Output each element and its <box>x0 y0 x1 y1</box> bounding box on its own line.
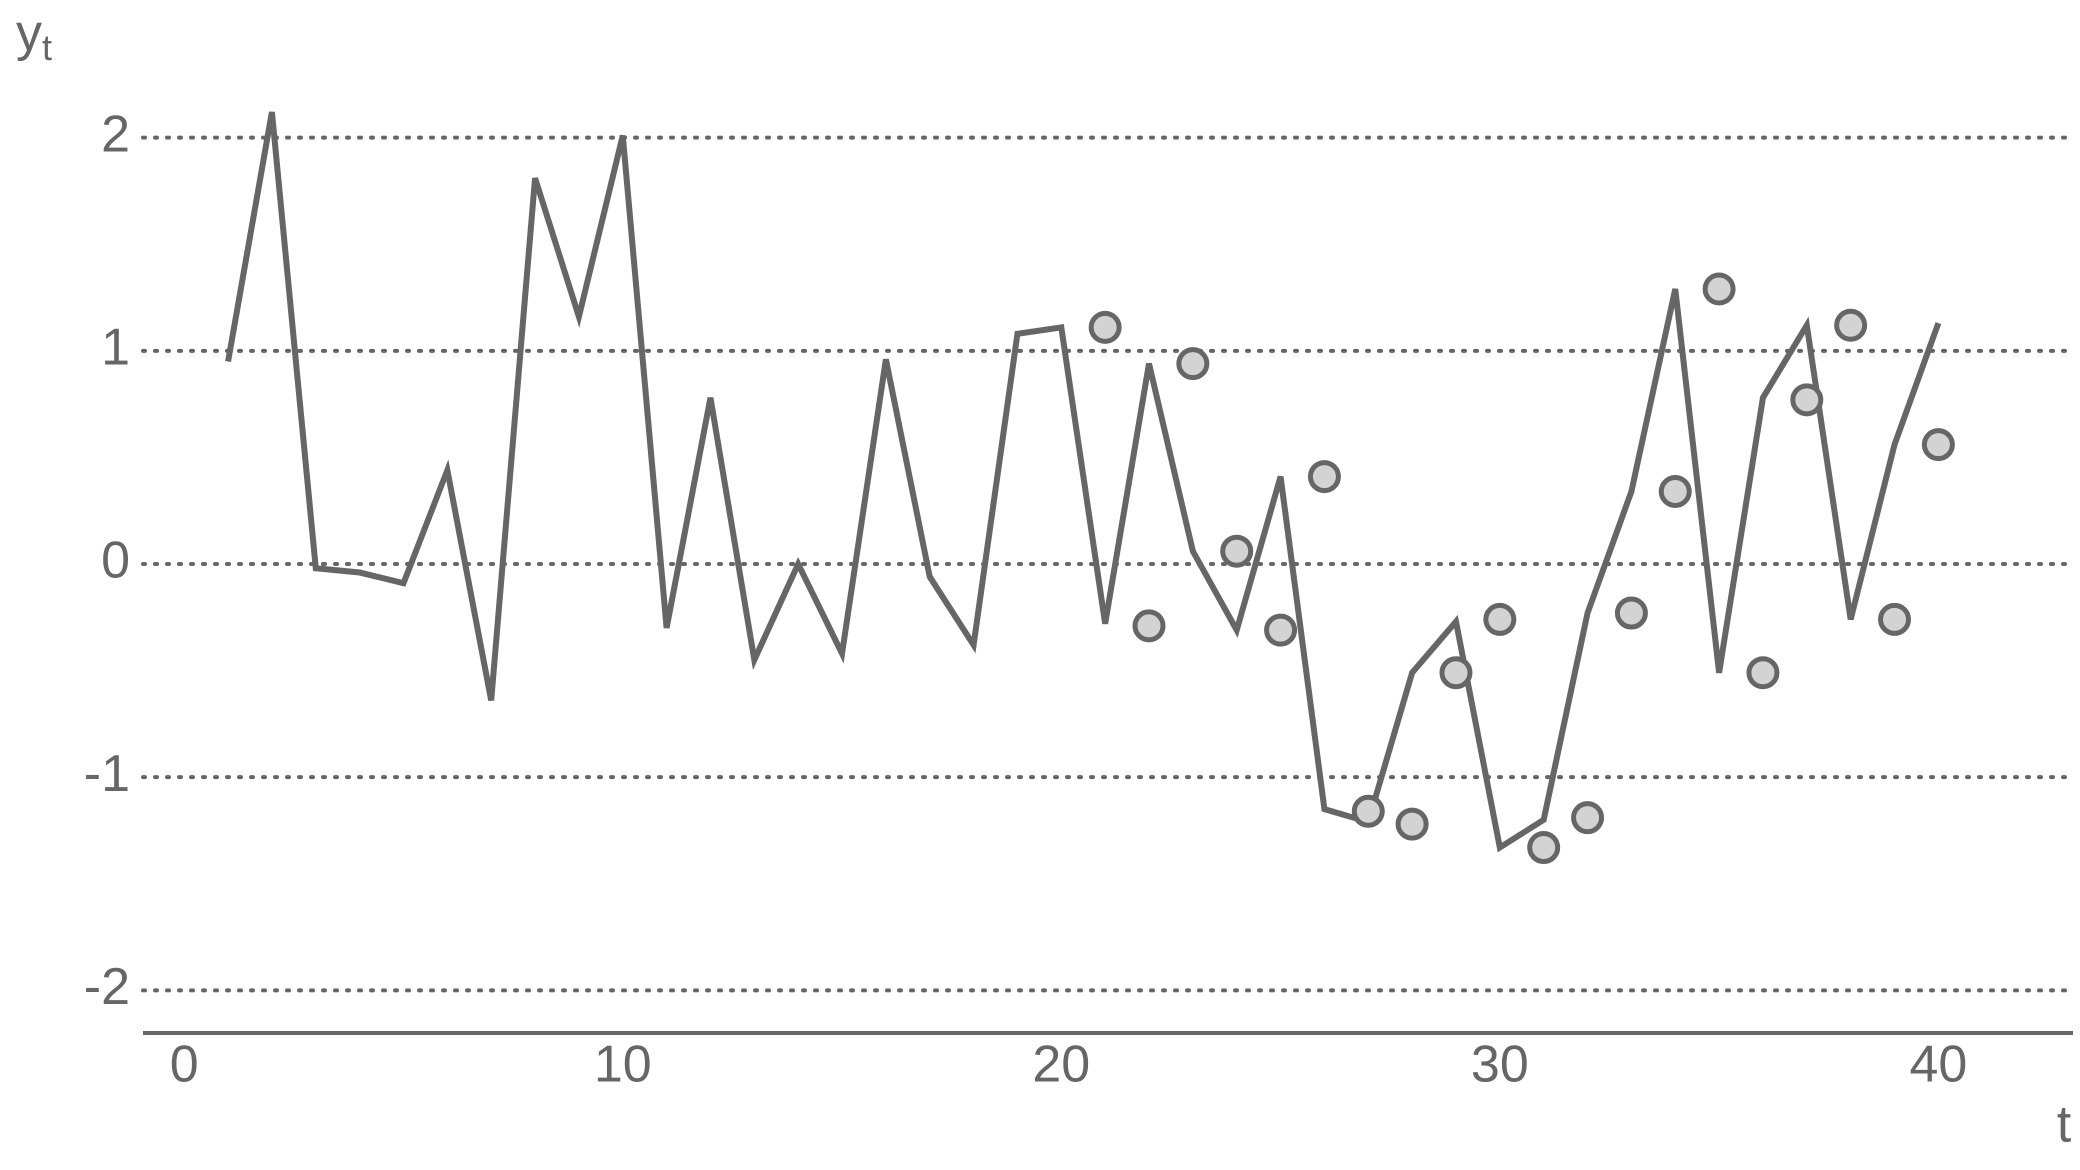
data-point <box>1746 656 1780 690</box>
x-tick-label: 10 <box>594 1036 652 1094</box>
data-point <box>1658 475 1692 509</box>
x-tick-label: 40 <box>1909 1036 1967 1094</box>
data-point <box>1132 609 1166 643</box>
data-point <box>1176 347 1210 381</box>
data-point <box>1483 602 1517 636</box>
data-point <box>1395 807 1429 841</box>
x-axis-label: t <box>2057 1096 2072 1154</box>
data-point <box>1790 383 1824 417</box>
y-tick-label: 0 <box>101 532 130 590</box>
data-point <box>1614 596 1648 630</box>
y-tick-label: -1 <box>84 745 130 803</box>
y-tick-label: 2 <box>101 105 130 163</box>
data-point <box>1878 602 1912 636</box>
x-tick-label: 20 <box>1032 1036 1090 1094</box>
data-point <box>1264 613 1298 647</box>
data-point <box>1439 656 1473 690</box>
data-point <box>1351 794 1385 828</box>
data-point <box>1088 310 1122 344</box>
y-label-main: y <box>16 4 42 62</box>
y-axis-label: yt <box>16 4 52 68</box>
y-tick-label: 1 <box>101 319 130 377</box>
data-point <box>1527 831 1561 865</box>
data-line <box>225 111 1942 853</box>
y-tick-label: -2 <box>84 958 130 1016</box>
data-point <box>1307 460 1341 494</box>
data-point <box>1921 428 1955 462</box>
data-point <box>1834 308 1868 342</box>
data-point <box>1571 801 1605 835</box>
data-point <box>1220 534 1254 568</box>
y-label-sub: t <box>42 27 52 68</box>
x-tick-label: 30 <box>1471 1036 1529 1094</box>
data-point <box>1702 272 1736 306</box>
x-tick-label: 0 <box>170 1036 199 1094</box>
